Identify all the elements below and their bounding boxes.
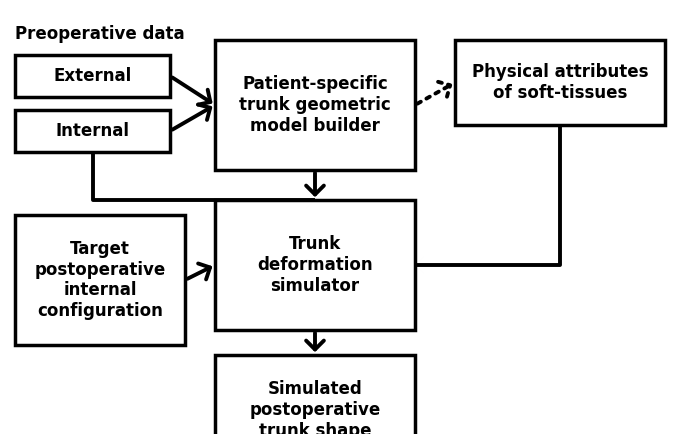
- Text: Trunk
deformation
simulator: Trunk deformation simulator: [257, 235, 373, 295]
- Text: Target
postoperative
internal
configuration: Target postoperative internal configurat…: [35, 240, 166, 320]
- Bar: [455, 40, 665, 125]
- Text: Patient-specific
trunk geometric
model builder: Patient-specific trunk geometric model b…: [239, 75, 391, 135]
- Text: Simulated
postoperative
trunk shape: Simulated postoperative trunk shape: [250, 380, 381, 434]
- Bar: [15, 55, 170, 97]
- Bar: [215, 355, 415, 434]
- Text: External: External: [53, 67, 132, 85]
- Bar: [215, 40, 415, 170]
- Text: Physical attributes
of soft-tissues: Physical attributes of soft-tissues: [472, 63, 648, 102]
- Text: Preoperative data: Preoperative data: [15, 25, 185, 43]
- Text: Internal: Internal: [56, 122, 129, 140]
- Bar: [15, 215, 185, 345]
- Bar: [15, 110, 170, 152]
- Bar: [215, 200, 415, 330]
